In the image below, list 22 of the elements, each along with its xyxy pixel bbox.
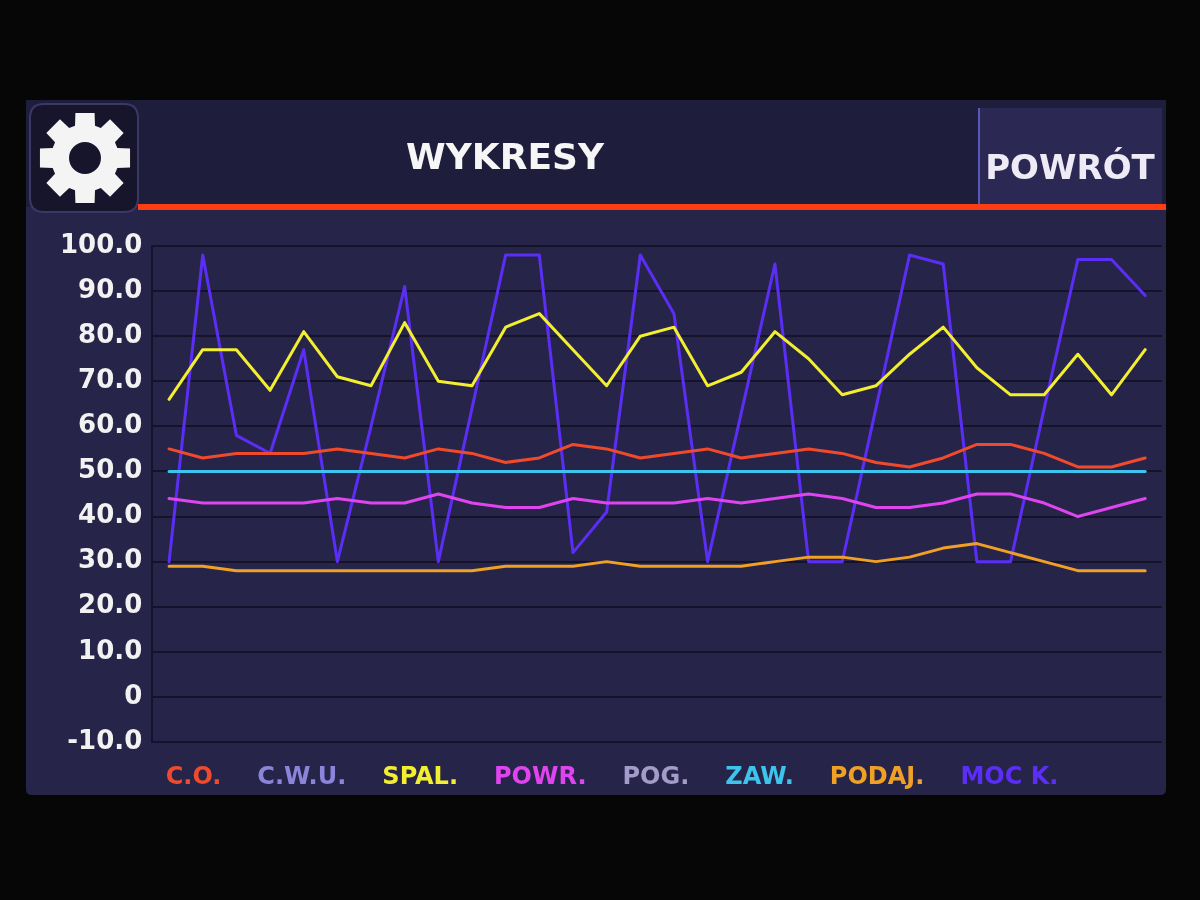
- legend-label: POG.: [622, 762, 690, 791]
- y-tick-label: 0: [124, 679, 143, 710]
- y-tick-label: 70.0: [78, 364, 143, 395]
- legend-label: C.W.U.: [257, 762, 347, 791]
- y-tick-label: 90.0: [78, 273, 143, 304]
- y-tick-label: 10.0: [78, 634, 143, 665]
- text: POWR.: [494, 762, 587, 791]
- y-tick-label: 50.0: [78, 454, 143, 485]
- y-tick-label: 30.0: [78, 544, 143, 575]
- text: POWRÓT: [985, 146, 1156, 187]
- text: MOC K.: [960, 762, 1059, 791]
- y-tick-label: 100.0: [59, 228, 143, 259]
- text: C.O.: [165, 762, 222, 791]
- y-tick-label: 40.0: [78, 499, 143, 530]
- y-tick-label: 60.0: [78, 409, 143, 440]
- text: PODAJ.: [829, 762, 925, 791]
- y-tick-label: 80.0: [78, 318, 143, 349]
- y-tick-label: -10.0: [67, 724, 143, 755]
- y-tick-label: 20.0: [78, 589, 143, 620]
- text: ZAW.: [725, 762, 794, 791]
- chart-title: WYKRESY: [406, 136, 605, 178]
- text: SPAL.: [382, 762, 458, 791]
